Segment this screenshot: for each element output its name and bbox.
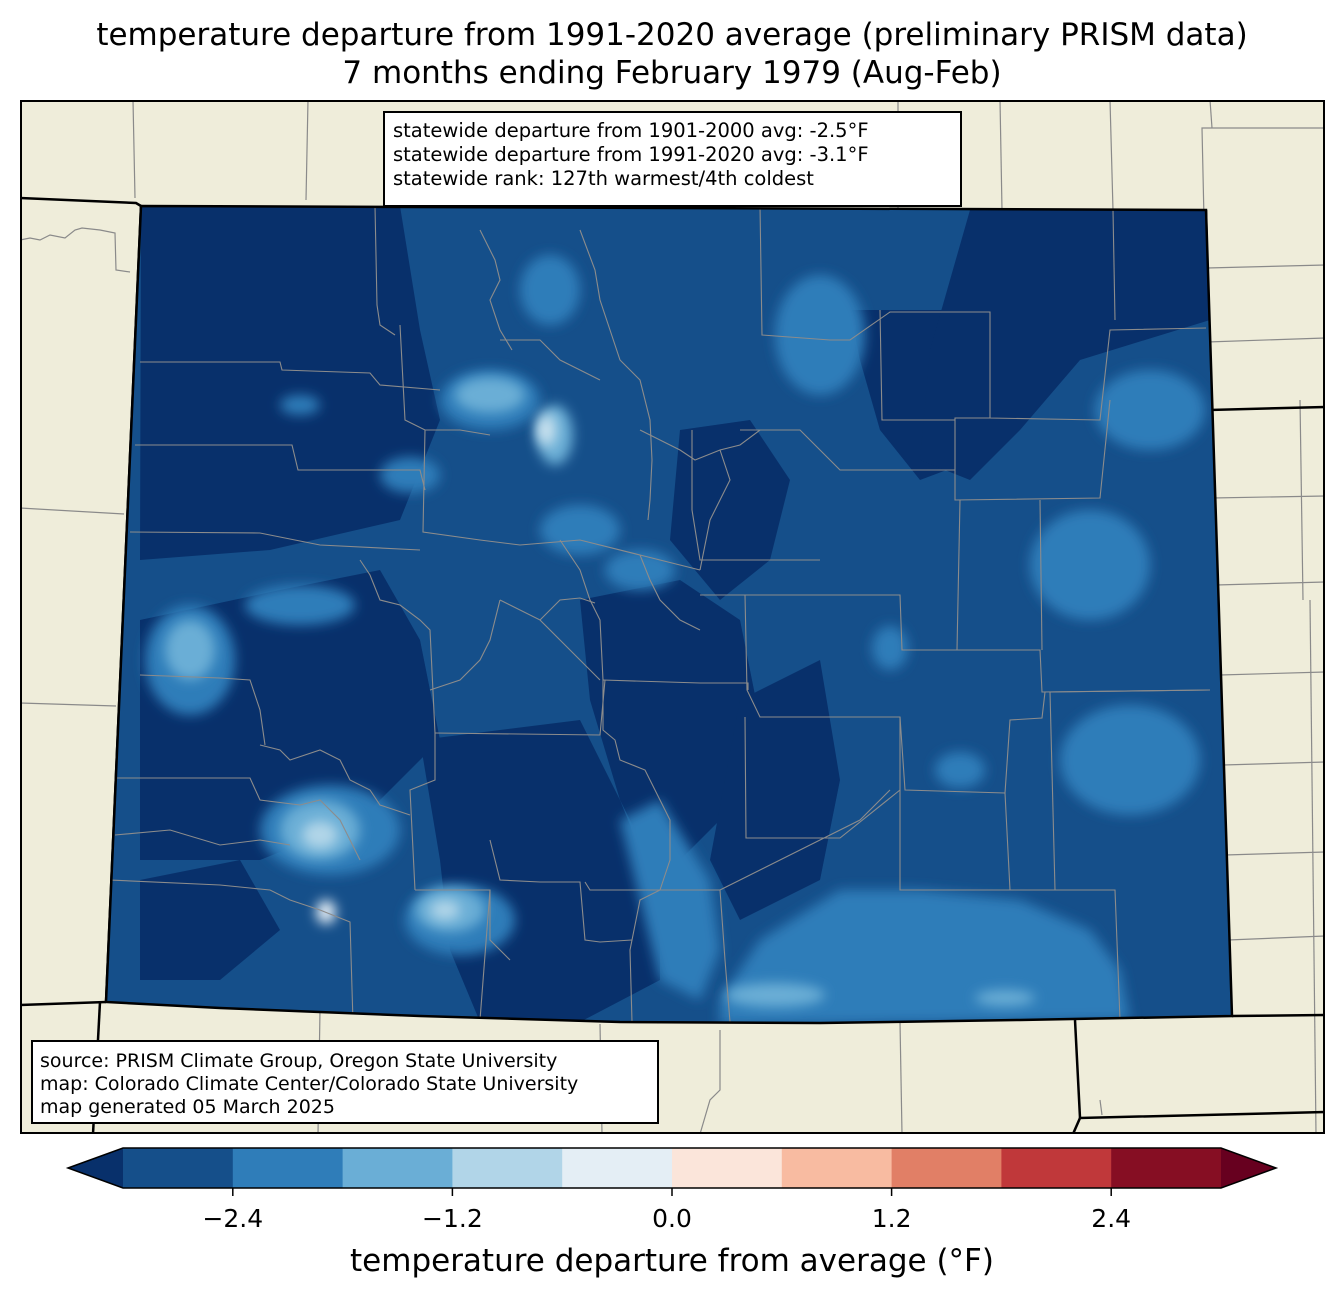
- temperature-field: [106, 206, 1232, 1023]
- statewide-stats-box: statewide departure from 1901-2000 avg: …: [383, 111, 962, 207]
- colorbar-segment: [232, 1148, 344, 1188]
- stats-line-1991-2020: statewide departure from 1991-2020 avg: …: [393, 143, 869, 166]
- colorbar-label: temperature departure from average (°F): [350, 1243, 994, 1279]
- county-lines: [109, 206, 1211, 1023]
- colorado-border: [104, 204, 1234, 1025]
- colorbar-extend-low: [68, 1148, 123, 1188]
- source-box: source: PRISM Climate Group, Oregon Stat…: [31, 1040, 659, 1124]
- neighbor-county-lines: [20, 100, 1325, 1134]
- colorbar: [65, 1147, 1279, 1196]
- colorbar-tick-label: 2.4: [1091, 1204, 1132, 1233]
- generated-date-line: map generated 05 March 2025: [40, 1096, 335, 1118]
- colorbar-tick-label: −2.4: [202, 1204, 264, 1233]
- colorbar-tick-label: −1.2: [422, 1204, 483, 1233]
- stats-line-rank: statewide rank: 127th warmest/4th coldes…: [393, 167, 814, 190]
- colorbar-ticks: [232, 1188, 1112, 1196]
- colorbar-segment: [342, 1148, 453, 1188]
- colorbar-segment: [781, 1148, 893, 1188]
- colorbar-segment: [452, 1148, 563, 1188]
- colorbar-segment: [562, 1148, 673, 1188]
- colorbar-segment: [123, 1148, 234, 1188]
- source-line: source: PRISM Climate Group, Oregon Stat…: [40, 1050, 558, 1072]
- map-title-line1: temperature departure from 1991-2020 ave…: [96, 17, 1248, 53]
- map-credit-line: map: Colorado Climate Center/Colorado St…: [40, 1073, 579, 1095]
- colorbar-segments: [65, 1147, 1279, 1189]
- stats-line-1901-2000: statewide departure from 1901-2000 avg: …: [393, 119, 869, 142]
- colorbar-segment: [891, 1148, 1002, 1188]
- colorbar-tick-label: 0.0: [652, 1204, 692, 1233]
- colorbar-outline: [65, 1147, 1279, 1189]
- colorbar-segment: [1001, 1148, 1112, 1188]
- colorbar-extend-high: [1221, 1148, 1276, 1188]
- map-panel: [20, 100, 1325, 1134]
- map-frame-border: [20, 100, 1325, 1134]
- colorbar-segment: [1111, 1148, 1222, 1188]
- colorbar-segment: [672, 1148, 783, 1188]
- map-title-line2: 7 months ending February 1979 (Aug-Feb): [342, 55, 1002, 91]
- colorbar-tick-label: 1.2: [871, 1204, 912, 1233]
